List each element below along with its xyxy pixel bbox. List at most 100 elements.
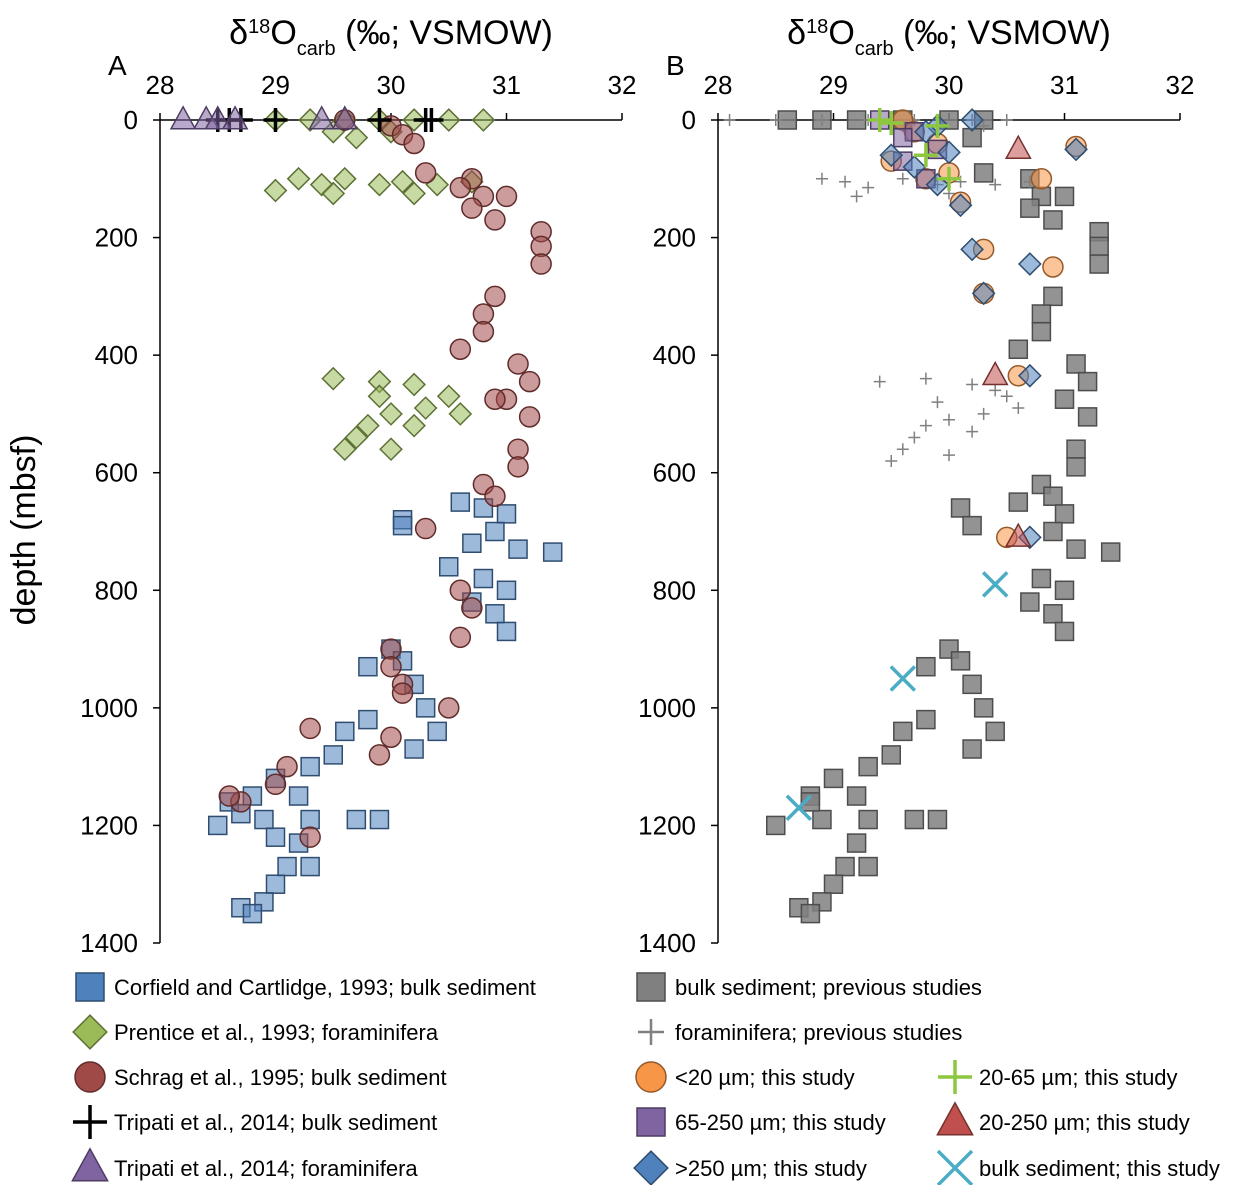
data-point [1089,254,1109,274]
data-point [769,114,782,126]
panel-label: A [108,50,127,81]
data-point [264,773,287,796]
data-point [815,114,828,126]
data-point [931,396,944,409]
data-point [812,809,832,830]
data-point [402,372,426,397]
legend-label: 65-250 µm; this study [675,1110,886,1135]
y-tick-label: 400 [653,340,696,370]
data-point [358,709,378,730]
data-point [902,155,927,179]
data-point [379,437,403,462]
data-point [981,360,1009,386]
data-point [484,209,506,231]
x-tick-label: 32 [608,70,637,100]
data-point [1000,390,1013,403]
data-point [858,856,878,877]
legend-label: Prentice et al., 1993; foraminifera [114,1020,439,1045]
y-tick-label: 0 [124,105,138,135]
data-point [1031,568,1052,589]
x-tick-label: 29 [819,70,848,100]
data-point [937,140,961,165]
data-point [496,580,517,601]
data-point [472,320,495,343]
data-point [927,809,948,830]
data-point [449,176,472,199]
data-point [881,745,901,765]
x-tick-label: 30 [377,70,406,100]
y-tick-label: 1400 [638,928,696,958]
data-point [1077,371,1098,392]
data-point [1030,168,1053,190]
data-point [960,108,984,132]
legend-marker [936,1149,974,1187]
data-point [367,172,392,197]
legend-label: <20 µm; this study [675,1065,855,1090]
data-point [414,517,437,540]
data-point [1066,439,1086,459]
legend-marker [636,972,666,1002]
data-point [300,756,320,777]
data-point [823,768,844,789]
data-point [981,571,1009,598]
data-point [985,721,1005,742]
y-tick-label: 600 [95,458,138,488]
data-point [800,903,821,924]
data-point [1017,252,1042,276]
chart-title: δ18Ocarb (‰; VSMOW) [229,14,553,60]
data-point [966,425,979,438]
data-point [1089,236,1109,257]
data-point [1054,504,1075,524]
data-point [1020,198,1040,218]
data-point [413,396,438,420]
data-point [1043,604,1063,624]
data-point [321,181,346,206]
data-point [367,384,392,409]
data-point [785,794,813,822]
y-tick-label: 200 [653,223,696,253]
data-point [265,874,286,894]
data-point [925,113,950,138]
data-point [723,114,736,126]
data-point [485,604,505,624]
data-point [380,726,402,748]
data-point [858,756,878,777]
title-part: δ [229,14,248,52]
legend-label: Schrag et al., 1995; bulk sediment [114,1065,447,1090]
legend-marker [635,1061,667,1093]
data-point [507,456,529,478]
data-point [471,108,496,132]
data-point [323,745,343,765]
data-point [300,856,320,877]
data-point [473,568,494,589]
legend-marker [636,1107,666,1137]
data-point [169,105,197,130]
data-point [331,105,359,130]
legend-marker [638,1019,664,1045]
legend-marker [71,1147,109,1182]
data-point [368,744,391,766]
legend-label: foraminifera; previous studies [675,1020,962,1045]
data-point [1043,210,1063,230]
legend-label: bulk sediment; previous studies [675,975,982,1000]
data-point [1012,402,1025,415]
data-point [542,542,563,562]
data-point [508,539,528,559]
chart-title: δ18Ocarb (‰; VSMOW) [787,14,1111,60]
data-point [402,181,426,206]
data-point [1008,492,1029,512]
data-point [839,175,852,188]
data-point [960,237,984,262]
data-point [943,413,955,426]
legend-marker [938,1060,972,1094]
data-point [485,521,505,542]
data-point [496,621,517,642]
data-point [495,185,518,208]
y-tick-label: 200 [95,223,138,253]
data-point [950,498,971,518]
y-tick-label: 600 [653,458,696,488]
data-point [908,431,921,444]
data-point [1008,339,1029,360]
title-part: carb [855,38,894,60]
data-point [265,827,286,847]
